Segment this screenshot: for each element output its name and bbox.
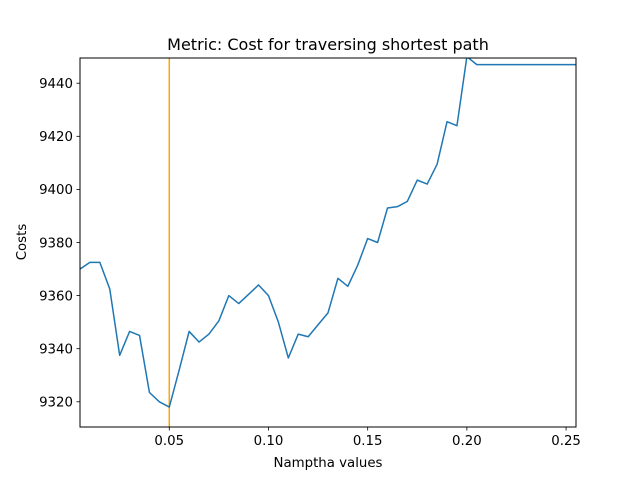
y-tick-label: 9440	[39, 77, 73, 92]
y-tick-label: 9420	[39, 130, 73, 145]
x-tick-label: 0.05	[154, 434, 184, 449]
x-tick-label: 0.20	[452, 434, 482, 449]
x-tick-label: 0.15	[353, 434, 383, 449]
y-tick-label: 9360	[39, 289, 73, 304]
x-axis-title: Namptha values	[273, 456, 382, 471]
y-axis: 9320 9340 9360 9380 9400 9420 9440	[39, 77, 80, 411]
y-tick-label: 9380	[39, 236, 73, 251]
x-tick-label: 0.25	[551, 434, 581, 449]
y-tick-label: 9340	[39, 342, 73, 357]
y-tick-label: 9400	[39, 183, 73, 198]
chart-title: Metric: Cost for traversing shortest pat…	[167, 35, 489, 54]
x-tick-label: 0.10	[254, 434, 284, 449]
y-tick-label: 9320	[39, 396, 73, 411]
x-axis: 0.05 0.10 0.15 0.20 0.25	[154, 427, 581, 449]
series-line	[80, 58, 576, 408]
y-axis-title: Costs	[15, 224, 30, 261]
plot-marks	[80, 58, 576, 427]
